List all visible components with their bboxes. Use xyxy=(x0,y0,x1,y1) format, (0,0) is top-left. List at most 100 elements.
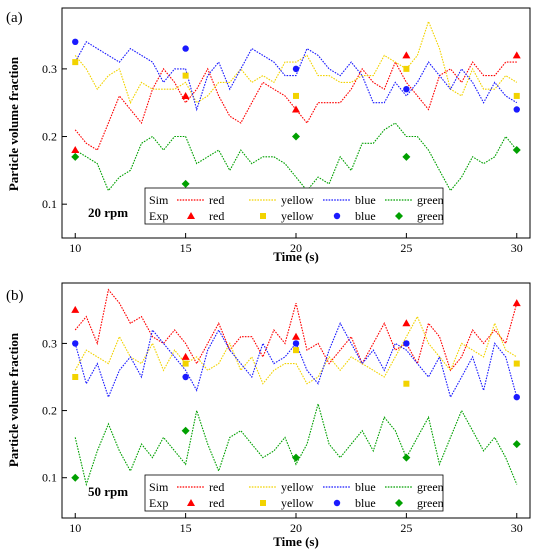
exp-point-green xyxy=(402,453,411,462)
x-tick-label: 30 xyxy=(511,521,523,535)
legend-label-sim-blue: blue xyxy=(355,193,376,207)
exp-point-blue xyxy=(72,38,79,46)
legend-marker-yellow xyxy=(260,213,266,219)
legend-label-sim-yellow: yellow xyxy=(281,480,314,494)
chart-panel-b: 10 15 20 25 30 0.1 0.2 0.3 Time (s) Particle volu… xyxy=(6,282,531,549)
legend-label-sim-red: red xyxy=(209,193,224,207)
exp-point-green xyxy=(71,473,80,482)
legend: Sim Exp red red yellow yellow blue blue green gre… xyxy=(144,474,444,512)
exp-point-blue xyxy=(182,373,189,381)
exp-point-blue xyxy=(72,340,79,347)
x-tick-label: 15 xyxy=(180,241,192,255)
legend-label-exp-blue: blue xyxy=(355,496,376,510)
exp-point-red xyxy=(71,305,80,313)
exp-point-yellow xyxy=(72,59,79,66)
x-tick-label: 10 xyxy=(69,241,81,255)
y-axis-label: Particle volume fraction xyxy=(6,56,21,191)
exp-point-red xyxy=(292,105,300,113)
exp-point-green xyxy=(181,426,190,435)
legend: Sim Exp red red yellow yellow blue blue green gre… xyxy=(144,187,444,225)
exp-point-green xyxy=(71,152,80,161)
y-tick-label: 0.3 xyxy=(42,62,57,76)
legend-marker-blue xyxy=(333,212,341,220)
panel-label: (a) xyxy=(6,10,23,26)
legend-box xyxy=(144,474,444,512)
y-axis-label: Particle volume fraction xyxy=(6,332,21,467)
x-axis-label: Time (s) xyxy=(273,249,319,264)
legend-label-sim-green: green xyxy=(417,193,444,207)
chart-panel-a: 10 15 20 25 30 0.1 0.2 0.3 Time (s) Particle volu… xyxy=(6,7,531,264)
legend-label-exp-red: red xyxy=(209,496,224,510)
exp-point-yellow xyxy=(513,360,520,367)
exp-point-yellow xyxy=(293,347,299,354)
exp-point-blue xyxy=(403,340,410,347)
x-tick-label: 25 xyxy=(400,241,412,255)
exp-point-blue xyxy=(182,45,189,52)
speed-label: 50 rpm xyxy=(88,484,128,499)
x-tick-label: 25 xyxy=(400,521,412,535)
x-tick-label: 10 xyxy=(69,521,81,535)
legend-marker-green xyxy=(395,212,403,220)
y-tick-label: 0.2 xyxy=(42,130,57,144)
x-tick-label: 30 xyxy=(511,241,523,255)
exp-point-red xyxy=(512,51,521,59)
sim-line-yellow xyxy=(74,315,518,385)
exp-point-green xyxy=(292,453,300,462)
legend-label-sim-red: red xyxy=(209,480,224,494)
legend-row-label: Exp xyxy=(149,209,168,223)
sim-line-red xyxy=(74,288,518,372)
exp-point-green xyxy=(512,440,521,449)
exp-point-green xyxy=(292,132,300,141)
x-axis-label: Time (s) xyxy=(273,534,319,549)
exp-point-green xyxy=(181,179,190,188)
legend-label-exp-green: green xyxy=(417,209,444,223)
legend-row-label: Sim xyxy=(149,480,169,494)
sim-line-green xyxy=(74,122,518,192)
exp-point-red xyxy=(512,299,521,307)
legend-row-label: Sim xyxy=(149,193,169,207)
exp-point-blue xyxy=(292,340,300,347)
x-tick-label: 20 xyxy=(290,241,302,255)
legend-label-sim-green: green xyxy=(417,480,444,494)
legend-marker-green xyxy=(395,499,403,507)
exp-point-red xyxy=(402,51,411,59)
exp-point-yellow xyxy=(513,92,520,99)
sim-line-yellow xyxy=(74,19,518,105)
exp-point-red xyxy=(181,352,190,360)
x-tick-label: 15 xyxy=(180,521,192,535)
legend-marker-yellow xyxy=(260,500,266,506)
y-tick-label: 0.1 xyxy=(42,471,57,485)
exp-point-red xyxy=(402,319,411,327)
sim-line-blue xyxy=(74,41,518,112)
exp-point-yellow xyxy=(293,92,299,99)
exp-point-yellow xyxy=(72,374,79,380)
legend-label-exp-green: green xyxy=(417,496,444,510)
exp-point-yellow xyxy=(403,65,410,72)
exp-point-green xyxy=(512,146,521,155)
legend-label-sim-blue: blue xyxy=(355,480,376,494)
legend-marker-red xyxy=(187,499,195,506)
exp-point-red xyxy=(71,146,80,154)
legend-label-exp-yellow: yellow xyxy=(281,209,314,223)
exp-point-yellow xyxy=(182,360,189,367)
y-tick-label: 0.2 xyxy=(42,404,57,418)
sim-line-green xyxy=(74,401,518,487)
speed-label: 20 rpm xyxy=(88,205,128,220)
y-tick-label: 0.3 xyxy=(42,336,57,350)
legend-row-label: Exp xyxy=(149,496,168,510)
legend-marker-red xyxy=(187,212,195,219)
legend-label-sim-yellow: yellow xyxy=(281,193,314,207)
exp-point-yellow xyxy=(182,72,189,79)
exp-point-green xyxy=(402,152,411,161)
exp-point-yellow xyxy=(403,380,410,387)
exp-point-blue xyxy=(513,106,520,113)
exp-point-blue xyxy=(292,65,300,73)
y-tick-label: 0.1 xyxy=(42,197,57,211)
legend-label-exp-blue: blue xyxy=(355,209,376,223)
exp-point-red xyxy=(292,332,300,340)
legend-box xyxy=(144,187,444,225)
legend-label-exp-yellow: yellow xyxy=(281,496,314,510)
exp-point-blue xyxy=(513,393,520,401)
exp-point-red xyxy=(181,91,190,99)
exp-point-blue xyxy=(403,85,410,93)
